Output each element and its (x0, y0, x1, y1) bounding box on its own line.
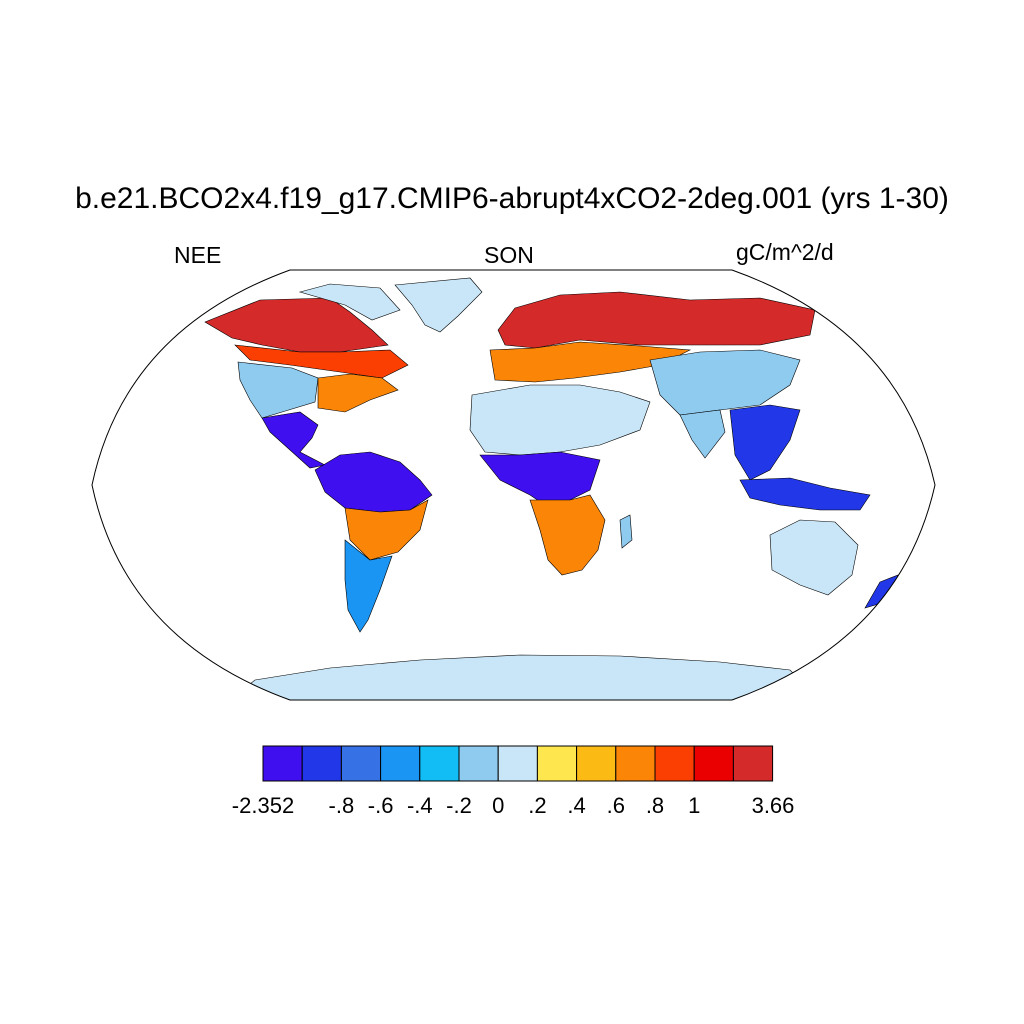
region-alaska-canada (204, 297, 389, 353)
colorbar-tick-label: .2 (528, 793, 546, 818)
region-patagonia (344, 539, 393, 633)
map-boundary (91, 269, 936, 701)
region-india (679, 409, 726, 459)
region-north-eurasia (497, 291, 816, 349)
colorbar-box (419, 745, 460, 782)
colorbar-tick-label: 1 (688, 793, 700, 818)
region-southeast-asia (729, 404, 801, 481)
region-sahara (469, 384, 651, 456)
units-label: gC/m^2/d (736, 239, 834, 265)
colorbar-box (262, 745, 303, 782)
colorbar-box (576, 745, 617, 782)
colorbar-tick-label: 3.66 (752, 793, 795, 818)
region-canada-south (234, 344, 409, 379)
region-arctic-islands (298, 283, 401, 321)
region-indonesia (739, 477, 871, 511)
colorbar-box (536, 745, 578, 782)
colorbar-tick-label: 0 (492, 793, 504, 818)
colorbar-box (654, 745, 695, 782)
colorbar-box (732, 745, 774, 782)
region-western-usa (237, 361, 319, 419)
map-title: b.e21.BCO2x4.f19_g17.CMIP6-abrupt4xCO2-2… (75, 182, 949, 215)
colorbar-box (693, 745, 734, 782)
colorbar-tick-label: .8 (646, 793, 664, 818)
colorbar-box (301, 745, 342, 782)
region-greenland (394, 277, 483, 333)
variable-label: NEE (174, 242, 222, 268)
region-mexico (261, 411, 326, 469)
colorbar-box (340, 745, 382, 782)
region-australia (769, 519, 859, 596)
region-central-africa (479, 451, 601, 506)
region-antarctica (229, 654, 821, 700)
region-amazon (314, 451, 433, 513)
colorbar-tick-label: -.8 (329, 793, 355, 818)
region-central-asia (649, 349, 801, 416)
colorbar-tick-label: .6 (607, 793, 625, 818)
colorbar-box (497, 745, 538, 782)
season-label: SON (484, 242, 534, 268)
region-southern-africa (529, 494, 606, 576)
land-field (204, 277, 899, 700)
colorbar-tick-label: -.6 (368, 793, 394, 818)
colorbar-tick-label: .4 (567, 793, 585, 818)
colorbar-box (380, 745, 421, 782)
colorbar-tick-label: -.4 (407, 793, 433, 818)
colorbar-tick-label: -.2 (446, 793, 472, 818)
colorbar-box (615, 745, 656, 782)
region-eastern-usa (317, 373, 399, 413)
colorbar-box (458, 745, 499, 782)
colorbar-tick-label: -2.352 (232, 793, 294, 818)
region-madagascar (619, 514, 633, 549)
region-south-brazil (344, 499, 429, 561)
